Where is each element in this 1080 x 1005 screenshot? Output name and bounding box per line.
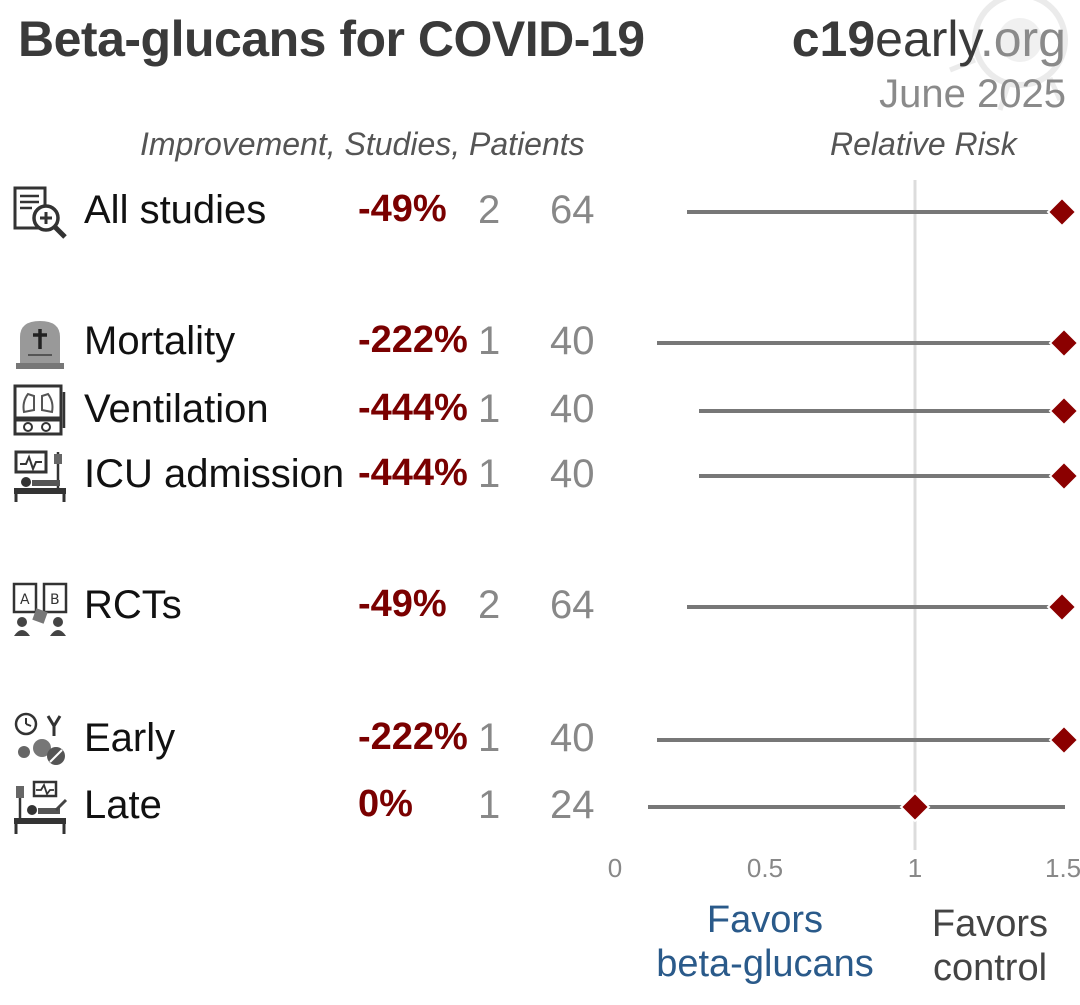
relative-risk-header: Relative Risk — [830, 126, 1017, 162]
row-studies: 1 — [478, 319, 501, 363]
row-improvement: -444% — [358, 387, 468, 429]
row-label: Early — [84, 716, 176, 760]
row-patients: 40 — [550, 452, 595, 496]
site-name-bold: c19 — [791, 11, 876, 67]
row-improvement: -222% — [358, 319, 468, 361]
virus-watermark-icon — [949, 0, 1068, 111]
x-tick-label: 1 — [908, 853, 922, 883]
site-logo[interactable]: c19early.org — [792, 10, 1066, 68]
risk-marker — [1046, 591, 1078, 623]
risk-marker — [1048, 395, 1080, 427]
studies-magnifier-icon — [13, 186, 67, 239]
favors-treatment-line-1: Favors — [706, 899, 824, 941]
columns-header: Improvement, Studies, Patients — [140, 126, 585, 162]
row-studies: 1 — [478, 387, 501, 431]
tombstone-icon — [16, 321, 64, 369]
ventilator-icon — [13, 384, 66, 436]
row-patients: 40 — [550, 387, 595, 431]
row-patients: 40 — [550, 319, 595, 363]
x-tick-label: 1.5+ — [1045, 853, 1080, 883]
row-label: RCTs — [84, 583, 182, 627]
early-treatment-icon — [14, 712, 65, 765]
date-label: June 2025 — [879, 72, 1066, 116]
row-patients: 64 — [550, 583, 595, 627]
chart-title: Beta-glucans for COVID-19 — [18, 11, 645, 67]
row-label: Mortality — [84, 319, 236, 363]
row-patients: 64 — [550, 188, 595, 232]
site-name-tld: .org — [979, 11, 1066, 67]
svg-text:B: B — [50, 592, 60, 608]
favors-treatment-label: Favors beta-glucans — [640, 898, 890, 986]
row-label: Late — [84, 783, 162, 827]
row-improvement: -49% — [358, 188, 447, 230]
row-improvement: -49% — [358, 583, 447, 625]
row-improvement: 0% — [358, 783, 413, 825]
row-improvement: -444% — [358, 452, 468, 494]
row-studies: 2 — [478, 188, 501, 232]
favors-control-label: Favors control — [915, 902, 1065, 990]
row-studies: 1 — [478, 783, 501, 827]
icu-bed-icon — [14, 450, 66, 502]
risk-marker — [1046, 196, 1078, 228]
x-tick-label: 0 — [608, 853, 622, 883]
favors-control-line-2: control — [932, 947, 1048, 989]
row-studies: 2 — [478, 583, 501, 627]
svg-text:A: A — [20, 592, 30, 608]
risk-marker — [1048, 724, 1080, 756]
favors-control-line-1: Favors — [931, 903, 1049, 945]
x-tick-label: 0.5 — [747, 853, 783, 883]
row-label: ICU admission — [84, 452, 345, 496]
row-studies: 1 — [478, 716, 501, 760]
row-studies: 1 — [478, 452, 501, 496]
rct-clipboards-icon: A B — [12, 582, 68, 636]
risk-marker — [1048, 460, 1080, 492]
row-patients: 24 — [550, 783, 595, 827]
row-patients: 40 — [550, 716, 595, 760]
risk-marker — [899, 791, 931, 823]
favors-treatment-line-2: beta-glucans — [656, 943, 874, 985]
risk-marker — [1048, 327, 1080, 359]
late-treatment-icon — [14, 780, 68, 834]
row-label: All studies — [84, 188, 267, 232]
row-label: Ventilation — [84, 387, 269, 431]
site-name-mid: early — [875, 11, 980, 67]
row-improvement: -222% — [358, 716, 468, 758]
